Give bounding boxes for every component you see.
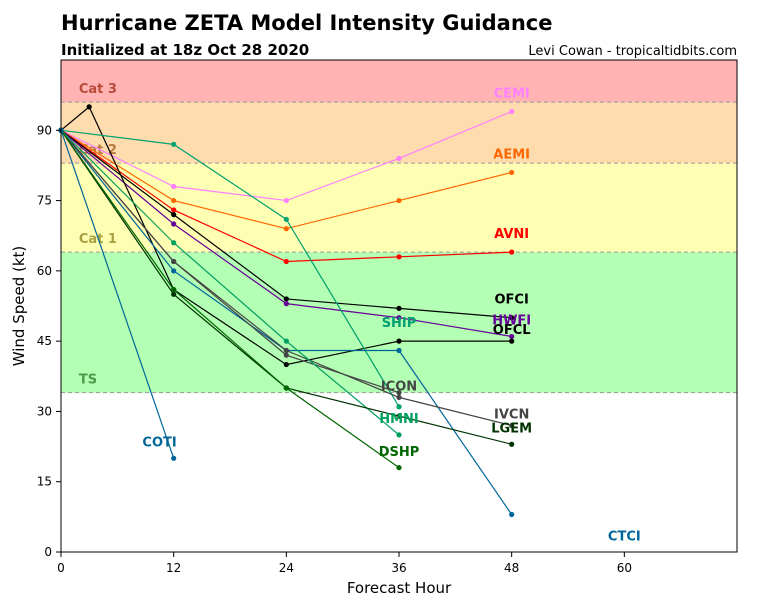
x-tick-label: 24 xyxy=(279,561,294,575)
series-label-coti: COTI xyxy=(142,436,176,451)
x-tick-label: 36 xyxy=(391,561,406,575)
series-line-ship xyxy=(60,129,400,408)
series-point-ivcn xyxy=(396,394,402,400)
series-line-hmni xyxy=(60,129,400,436)
series-label-ctci: CTCI xyxy=(608,529,641,544)
series-point-avni xyxy=(396,254,402,260)
series-point-dshp xyxy=(171,287,177,293)
x-tick-label: 48 xyxy=(504,561,519,575)
series-point-ofci xyxy=(171,212,177,218)
series-point-avni xyxy=(283,258,289,265)
series-point-dshp xyxy=(283,385,289,391)
band-ts xyxy=(61,252,737,393)
series-point-hwfi xyxy=(396,315,402,321)
series-label-aemi: AEMI xyxy=(493,147,530,162)
series-point-ship xyxy=(283,216,289,222)
series-point-aemi xyxy=(509,169,515,176)
series-point-ctci xyxy=(396,347,402,354)
series-point-hwfi xyxy=(171,221,177,227)
band-cat-1 xyxy=(61,163,737,253)
series-label-icon: ICON xyxy=(381,379,417,394)
y-axis-label: Wind Speed (kt) xyxy=(10,246,28,367)
series-point-ofci xyxy=(283,296,289,302)
x-axis-label: Forecast Hour xyxy=(347,579,452,597)
series-point-ofci xyxy=(509,315,515,321)
band-label-cat-3: Cat 3 xyxy=(79,82,117,97)
series-point-icon xyxy=(283,352,289,358)
series-line-dshp xyxy=(60,129,400,469)
series-point-hmni xyxy=(283,338,289,344)
series-point-ofcl xyxy=(509,338,515,344)
series-point-ofcl xyxy=(283,361,289,368)
x-tick-label: 0 xyxy=(57,561,65,575)
series-point-hmni xyxy=(171,240,177,246)
series-point-coti xyxy=(171,455,177,461)
series-point-hwfi xyxy=(283,301,289,307)
series-label-ship: SHIP xyxy=(382,316,417,331)
x-tick-label: 12 xyxy=(166,561,181,575)
series-label-ofci: OFCI xyxy=(495,293,529,308)
chart-title: Hurricane ZETA Model Intensity Guidance xyxy=(61,11,552,35)
series-label-dshp: DSHP xyxy=(379,445,420,460)
series-point-dshp xyxy=(396,465,402,471)
series-point-avni xyxy=(171,207,177,213)
series-point-aemi xyxy=(396,197,402,204)
series-point-ctci xyxy=(509,511,515,518)
series-label-hwfi: HWFI xyxy=(492,314,531,329)
series-point-ctci xyxy=(171,268,177,274)
series-point-aemi xyxy=(171,197,177,204)
y-tick-label: 60 xyxy=(37,264,52,278)
series-point-ship xyxy=(171,141,177,147)
series-point-lgem xyxy=(396,413,402,419)
series-point-cemi xyxy=(509,108,515,115)
band-cat-2 xyxy=(61,102,737,164)
band-cat-3 xyxy=(61,60,737,103)
chart-credit: Levi Cowan - tropicaltidbits.com xyxy=(528,44,737,59)
series-line-ofcl xyxy=(60,105,512,366)
series-point-cemi xyxy=(396,155,402,161)
band-label-cat-1: Cat 1 xyxy=(79,232,117,247)
series-point-icon xyxy=(396,390,402,396)
y-tick-label: 15 xyxy=(37,475,52,489)
series-point-hwfi xyxy=(509,333,515,340)
series-point-avni xyxy=(509,249,515,255)
chart-subtitle: Initialized at 18z Oct 28 2020 xyxy=(61,41,309,59)
series-point-cemi xyxy=(171,183,177,190)
series-point-ivcn xyxy=(171,258,177,265)
series-label-hmni: HMNI xyxy=(379,412,419,427)
series-label-cemi: CEMI xyxy=(494,86,530,101)
series-point-hmni xyxy=(396,432,402,438)
series-point-ship xyxy=(396,404,402,410)
y-tick-label: 75 xyxy=(37,194,52,208)
series-label-avni: AVNI xyxy=(494,227,529,242)
x-tick-label: 60 xyxy=(617,561,632,575)
series-point-lgem xyxy=(509,441,515,447)
y-tick-label: 30 xyxy=(37,404,52,418)
series-point-aemi xyxy=(283,226,289,232)
series-point-lgem xyxy=(171,291,177,297)
y-tick-label: 90 xyxy=(37,123,52,137)
series-point-ivcn xyxy=(283,347,289,354)
y-tick-label: 45 xyxy=(37,334,52,348)
series-label-ofcl: OFCL xyxy=(493,323,531,338)
series-line-coti xyxy=(60,130,175,459)
series-point-ivcn xyxy=(509,422,515,429)
series-point-ofcl xyxy=(86,104,92,110)
series-point-ofci xyxy=(396,305,402,311)
series-label-ivcn: IVCN xyxy=(494,407,529,422)
band-label-ts: TS xyxy=(79,373,97,388)
series-label-lgem: LGEM xyxy=(491,422,532,437)
series-point-ofcl xyxy=(396,338,402,344)
series-point-cemi xyxy=(283,197,289,204)
y-tick-label: 0 xyxy=(44,545,52,559)
